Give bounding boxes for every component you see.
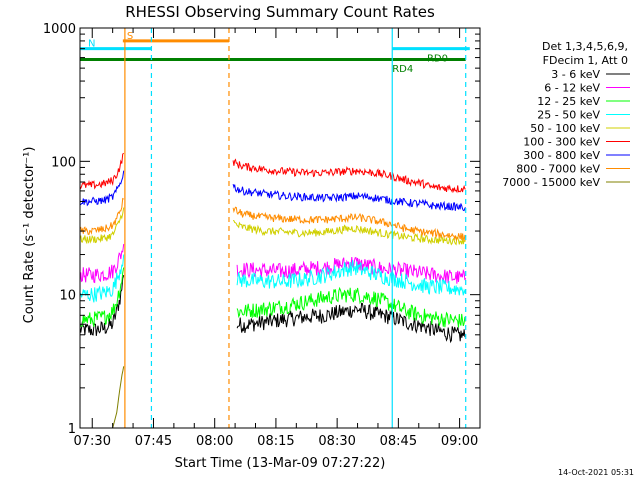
flag-text: RD4 bbox=[392, 64, 413, 75]
y-tick-label: 1 bbox=[68, 422, 76, 437]
series-line bbox=[79, 267, 125, 327]
flag-label: S bbox=[127, 31, 133, 42]
legend-label: 50 - 100 keV bbox=[530, 122, 600, 135]
series-line bbox=[236, 256, 467, 284]
x-tick-label: 07:45 bbox=[135, 434, 172, 449]
x-tick-label: 08:45 bbox=[380, 434, 417, 449]
legend-label: 300 - 800 keV bbox=[523, 149, 600, 162]
chart-title: RHESSI Observing Summary Count Rates bbox=[125, 3, 435, 21]
x-tick-label: 08:00 bbox=[196, 434, 233, 449]
flag-layer: S N RD4 RD0 bbox=[80, 31, 470, 75]
legend: Det 1,3,4,5,6,9, FDecim 1, Att 0 3 - 6 k… bbox=[502, 40, 630, 189]
series-line bbox=[232, 220, 467, 246]
legend-label: 100 - 300 keV bbox=[523, 136, 600, 149]
series-line bbox=[79, 152, 125, 190]
x-tick-label: 09:00 bbox=[441, 434, 478, 449]
vline-layer bbox=[124, 28, 467, 428]
y-tick-label: 10 bbox=[59, 289, 76, 304]
series-line bbox=[232, 206, 467, 242]
x-axis: 07:30 07:45 08:00 08:15 08:30 08:45 09:00 bbox=[74, 28, 481, 449]
x-axis-label: Start Time (13-Mar-09 07:27:22) bbox=[175, 456, 386, 471]
series-line bbox=[79, 243, 125, 284]
legend-label: 25 - 50 keV bbox=[537, 109, 600, 122]
legend-label: 3 - 6 keV bbox=[551, 68, 600, 81]
series-line bbox=[232, 183, 466, 212]
series-line bbox=[112, 366, 125, 429]
legend-header-line-2: FDecim 1, Att 0 bbox=[543, 54, 628, 67]
x-tick-label: 07:30 bbox=[74, 434, 111, 449]
legend-label: 7000 - 15000 keV bbox=[502, 176, 600, 189]
y-tick-label: 1000 bbox=[43, 22, 76, 37]
flag-text: RD0 bbox=[427, 54, 448, 65]
x-tick-label: 08:15 bbox=[257, 434, 294, 449]
legend-label: 6 - 12 keV bbox=[544, 82, 600, 95]
series-line bbox=[79, 275, 125, 336]
series-layer bbox=[79, 152, 467, 429]
series-line bbox=[236, 286, 467, 328]
y-tick-label: 100 bbox=[51, 155, 76, 170]
y-axis-label: Count Rate (s⁻¹ detector⁻¹) bbox=[22, 147, 37, 324]
footer-date: 14-Oct-2021 05:31 bbox=[558, 468, 634, 477]
series-line bbox=[236, 302, 466, 344]
x-tick-label: 08:30 bbox=[318, 434, 355, 449]
flag-label: N bbox=[88, 39, 95, 50]
legend-header-line-1: Det 1,3,4,5,6,9, bbox=[542, 40, 628, 53]
series-line bbox=[232, 158, 466, 194]
y-axis: 1 10 100 1000 bbox=[43, 22, 480, 437]
series-line bbox=[236, 260, 467, 296]
series-line bbox=[79, 170, 125, 207]
series-line bbox=[79, 197, 124, 235]
legend-label: 12 - 25 keV bbox=[537, 95, 600, 108]
legend-label: 800 - 7000 keV bbox=[516, 163, 600, 176]
series-line bbox=[79, 207, 125, 245]
series-line bbox=[79, 254, 125, 303]
plot-frame bbox=[79, 27, 481, 429]
